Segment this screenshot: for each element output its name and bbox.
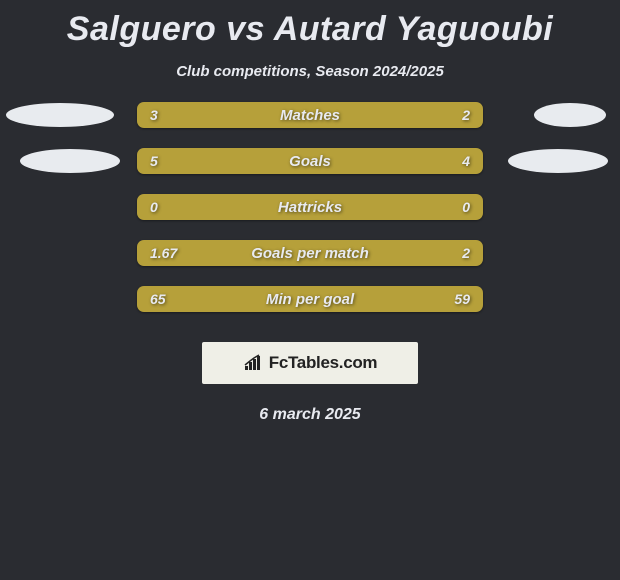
ellipse-left	[20, 149, 120, 173]
footer-badge[interactable]: FcTables.com	[202, 342, 418, 384]
stat-bar	[137, 286, 483, 312]
stat-bar	[137, 194, 483, 220]
page-subtitle: Club competitions, Season 2024/2025	[0, 63, 620, 80]
ellipse-right	[508, 149, 608, 173]
page-title: Salguero vs Autard Yaguoubi	[0, 0, 620, 49]
stat-row: 65 Min per goal 59	[0, 286, 620, 332]
footer-badge-text: FcTables.com	[269, 353, 378, 373]
ellipse-right	[534, 103, 606, 127]
stat-row: 3 Matches 2	[0, 102, 620, 148]
stat-bar	[137, 148, 483, 174]
stat-bar	[137, 102, 483, 128]
ellipse-left	[6, 103, 114, 127]
bar-chart-icon	[243, 354, 265, 372]
stat-row: 5 Goals 4	[0, 148, 620, 194]
comparison-chart: 3 Matches 2 5 Goals 4 0 Hattricks 0 1.67…	[0, 102, 620, 332]
stat-row: 0 Hattricks 0	[0, 194, 620, 240]
stat-bar	[137, 240, 483, 266]
date-text: 6 march 2025	[0, 406, 620, 424]
stat-row: 1.67 Goals per match 2	[0, 240, 620, 286]
